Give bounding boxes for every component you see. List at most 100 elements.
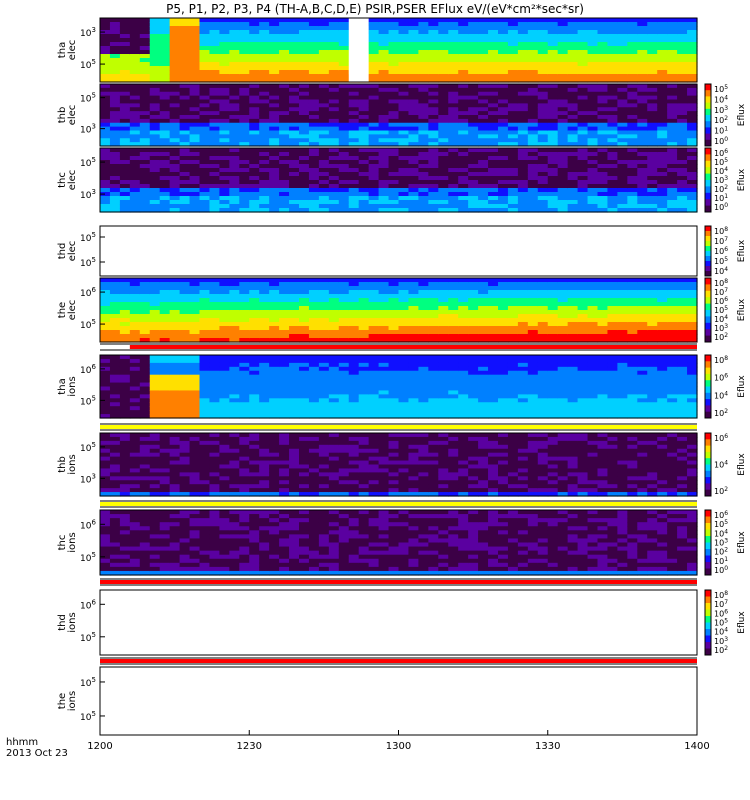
spectrogram-cell: [458, 87, 469, 93]
spectrogram-cell: [597, 290, 609, 295]
spectrogram-cell: [677, 84, 688, 89]
spectrogram-cell: [577, 91, 589, 97]
spectrogram-cell: [547, 30, 559, 35]
spectrogram-cell: [657, 398, 668, 403]
spectrogram-cell: [637, 118, 648, 124]
spectrogram-cell: [687, 38, 698, 43]
spectrogram-cell: [129, 70, 141, 75]
spectrogram-cell: [468, 111, 479, 116]
spectrogram-cell: [259, 410, 270, 415]
spectrogram-cell: [269, 70, 280, 75]
spectrogram-cell: [557, 406, 569, 411]
spectrogram-cell: [597, 18, 609, 23]
spectrogram-cell: [408, 318, 419, 323]
spectrogram-cell: [517, 382, 529, 388]
spectrogram-cell: [627, 74, 638, 79]
spectrogram-cell: [139, 180, 151, 185]
spectrogram-cell: [597, 366, 609, 372]
spectrogram-cell: [547, 355, 559, 360]
spectrogram-cell: [259, 278, 270, 283]
spectrogram-cell: [478, 66, 489, 71]
spectrogram-cell: [458, 30, 469, 35]
spectrogram-cell: [657, 46, 668, 51]
spectrogram-cell: [617, 26, 628, 31]
spectrogram-cell: [159, 84, 171, 89]
spectrogram-cell: [318, 84, 330, 89]
spectrogram-cell: [398, 414, 410, 419]
spectrogram-cell: [289, 390, 300, 395]
spectrogram-cell: [537, 302, 549, 307]
spectrogram-cell: [100, 406, 111, 411]
spectrogram-cell: [687, 54, 698, 59]
spectrogram-cell: [368, 355, 380, 360]
colorbar-tick-label: 108: [714, 278, 728, 288]
spectrogram-cell: [577, 290, 589, 295]
spectrogram-cell: [299, 107, 310, 112]
spectrogram-cell: [547, 70, 559, 75]
spectrogram-cell: [587, 38, 599, 43]
spectrogram-cell: [567, 103, 579, 108]
spectrogram-cell: [677, 30, 688, 35]
spectrogram-cell: [557, 99, 569, 104]
spectrogram-cell: [557, 126, 569, 132]
spectrogram-cell: [149, 164, 161, 169]
spectrogram-cell: [488, 188, 499, 193]
spectrogram-cell: [448, 326, 459, 331]
spectrogram-cell: [547, 362, 559, 368]
spectrogram-cell: [667, 196, 678, 201]
spectrogram-cell: [378, 172, 390, 177]
spectrogram-cell: [179, 138, 191, 143]
spectrogram-cell: [249, 290, 260, 295]
spectrogram-cell: [647, 46, 658, 51]
colorbar-tick-exponent: 4: [724, 266, 728, 273]
spectrogram-cell: [647, 414, 658, 419]
spectrogram-cell: [388, 62, 400, 67]
spectrogram-cell: [269, 184, 280, 189]
spectrogram-cell: [527, 50, 539, 55]
spectrogram-cell: [687, 282, 698, 287]
spectrogram-cell: [468, 126, 479, 132]
spectrogram-cell: [408, 188, 419, 193]
spectrogram-cell: [458, 374, 469, 380]
spectrogram-cell: [199, 330, 211, 335]
spectrogram-cell: [179, 278, 191, 283]
spectrogram-cell: [149, 74, 161, 79]
spectrogram-cell: [219, 406, 230, 411]
spectrogram-cell: [647, 58, 658, 63]
spectrogram-cell: [289, 334, 300, 339]
spectrogram-cell: [179, 95, 191, 101]
spectrogram-cell: [398, 134, 410, 139]
spectrogram-cell: [488, 62, 499, 67]
y-tick-label: 105: [80, 394, 96, 407]
spectrogram-cell: [279, 208, 290, 213]
spectrogram-cell: [388, 152, 400, 157]
spectrogram-cell: [448, 54, 459, 59]
spectrogram-cell: [249, 338, 260, 343]
spectrogram-cell: [169, 390, 181, 395]
spectrogram-cell: [527, 310, 539, 315]
spectrogram-cell: [517, 192, 529, 197]
spectrogram-cell: [279, 294, 290, 299]
spectrogram-cell: [398, 107, 410, 112]
spectrogram-cell: [448, 87, 459, 93]
spectrogram-cell: [239, 330, 250, 335]
spectrogram-cell: [308, 50, 320, 55]
spectrogram-cell: [448, 184, 459, 189]
spectrogram-cell: [318, 294, 330, 299]
spectrogram-cell: [209, 26, 220, 31]
spectrogram-cell: [468, 152, 479, 157]
spectrogram-cell: [408, 314, 419, 319]
spectrogram-cell: [667, 378, 678, 384]
spectrogram-cell: [338, 148, 350, 153]
spectrogram-cell: [139, 74, 151, 79]
colorbar-tick-exponent: 6: [724, 296, 728, 303]
spectrogram-cell: [289, 322, 300, 327]
spectrogram-cell: [537, 168, 549, 173]
spectrogram-cell: [239, 180, 250, 185]
spectrogram-cell: [448, 18, 459, 23]
spectrogram-cell: [179, 142, 191, 147]
spectrogram-cell: [139, 306, 151, 311]
spectrogram-cell: [209, 18, 220, 23]
spectrogram-cell: [527, 156, 539, 161]
spectrogram-cell: [119, 91, 131, 97]
